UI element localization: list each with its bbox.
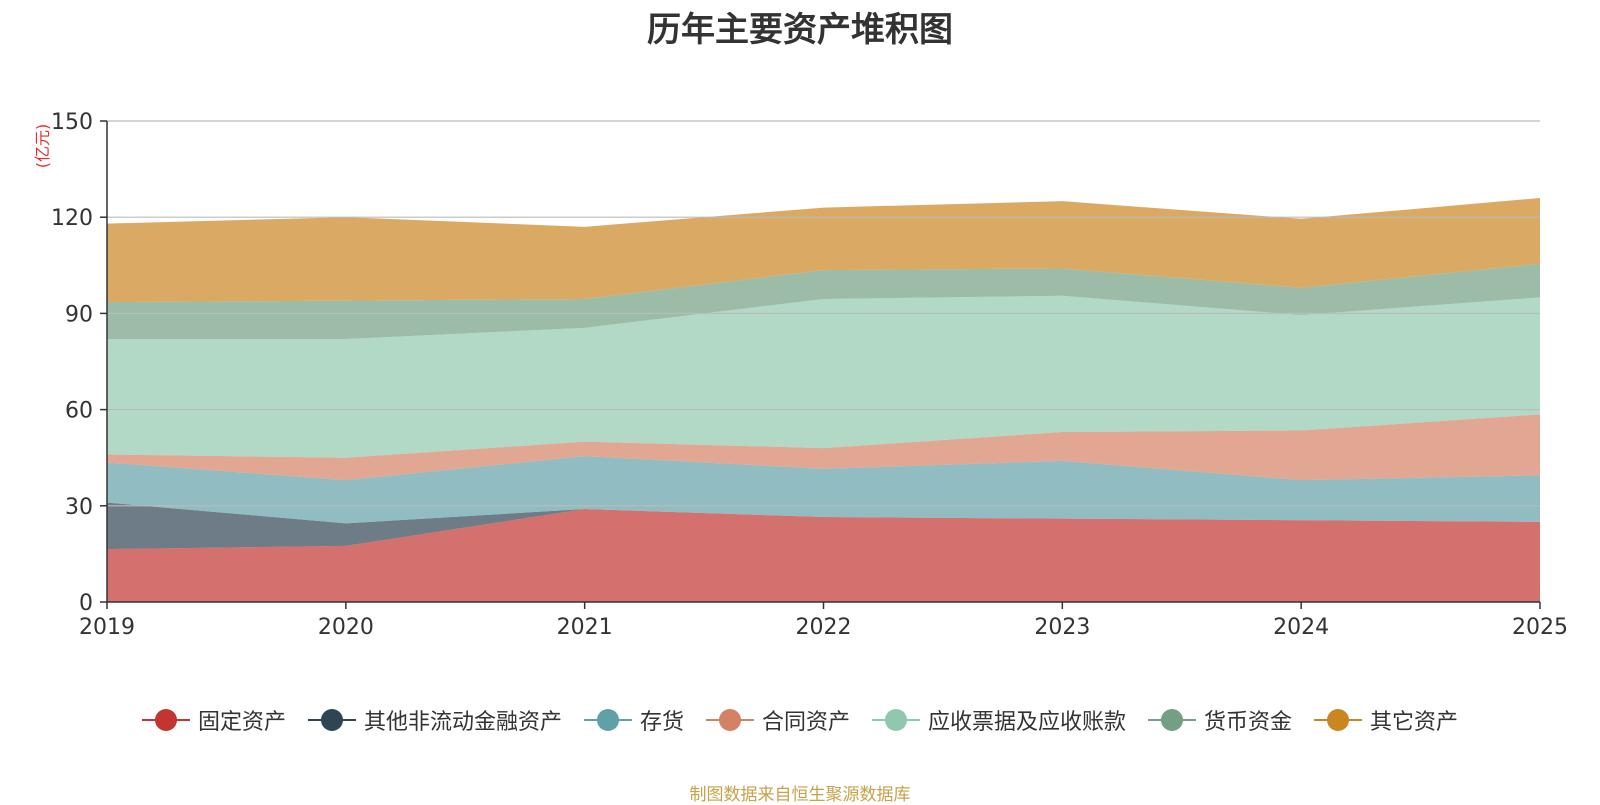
legend-label: 合同资产 [761, 710, 850, 735]
y-axis-unit-label: (亿元) [33, 124, 52, 169]
legend-marker [872, 707, 920, 733]
legend-label: 其他非流动金融资产 [363, 710, 562, 735]
y-tick-label: 0 [79, 591, 93, 616]
legend-label: 货币资金 [1204, 710, 1293, 735]
legend-label: 其它资产 [1370, 710, 1459, 735]
y-tick-label: 120 [51, 206, 93, 231]
legend-marker [705, 707, 754, 733]
x-tick-label: 2021 [557, 615, 613, 640]
source-note: 制图数据来自恒生聚源数据库 [689, 785, 911, 805]
area-series-0 [107, 509, 1540, 602]
legend-label: 固定资产 [197, 710, 286, 735]
area-series-6 [107, 197, 1540, 303]
y-tick-label: 90 [65, 302, 93, 327]
area-series-1 [107, 502, 1540, 550]
legend-item-4[interactable]: 应收票据及应收账款 [872, 704, 1126, 736]
legend: 固定资产 其他非流动金融资产 存货 合同资产 应收票据及应收账款 货币资金 其它资产 [0, 704, 1600, 736]
legend-marker [141, 707, 190, 733]
legend-item-2[interactable]: 存货 [583, 704, 684, 736]
y-tick-label: 60 [65, 399, 93, 424]
y-tick-label: 150 [51, 110, 93, 135]
x-tick-label: 2025 [1512, 615, 1568, 640]
legend-item-1[interactable]: 其他非流动金融资产 [307, 704, 562, 736]
legend-item-5[interactable]: 货币资金 [1148, 704, 1292, 736]
legend-marker [583, 707, 632, 733]
x-tick-label: 2022 [796, 615, 852, 640]
x-tick-label: 2023 [1034, 615, 1090, 640]
legend-marker [1148, 707, 1197, 733]
legend-marker [307, 707, 356, 733]
legend-marker [1314, 707, 1363, 733]
legend-label: 应收票据及应收账款 [928, 710, 1127, 735]
chart-title: 历年主要资产堆积图 [647, 10, 953, 50]
legend-label: 存货 [639, 710, 684, 735]
legend-item-6[interactable]: 其它资产 [1314, 704, 1458, 736]
legend-item-0[interactable]: 固定资产 [141, 704, 286, 736]
x-tick-label: 2019 [79, 615, 135, 640]
x-tick-label: 2024 [1273, 615, 1329, 640]
y-tick-label: 30 [65, 495, 93, 520]
area-series-4 [107, 295, 1540, 458]
area-series-2 [107, 456, 1540, 524]
x-tick-label: 2020 [318, 615, 374, 640]
area-series-5 [107, 263, 1540, 340]
legend-item-3[interactable]: 合同资产 [705, 704, 850, 736]
area-series-3 [107, 414, 1540, 481]
